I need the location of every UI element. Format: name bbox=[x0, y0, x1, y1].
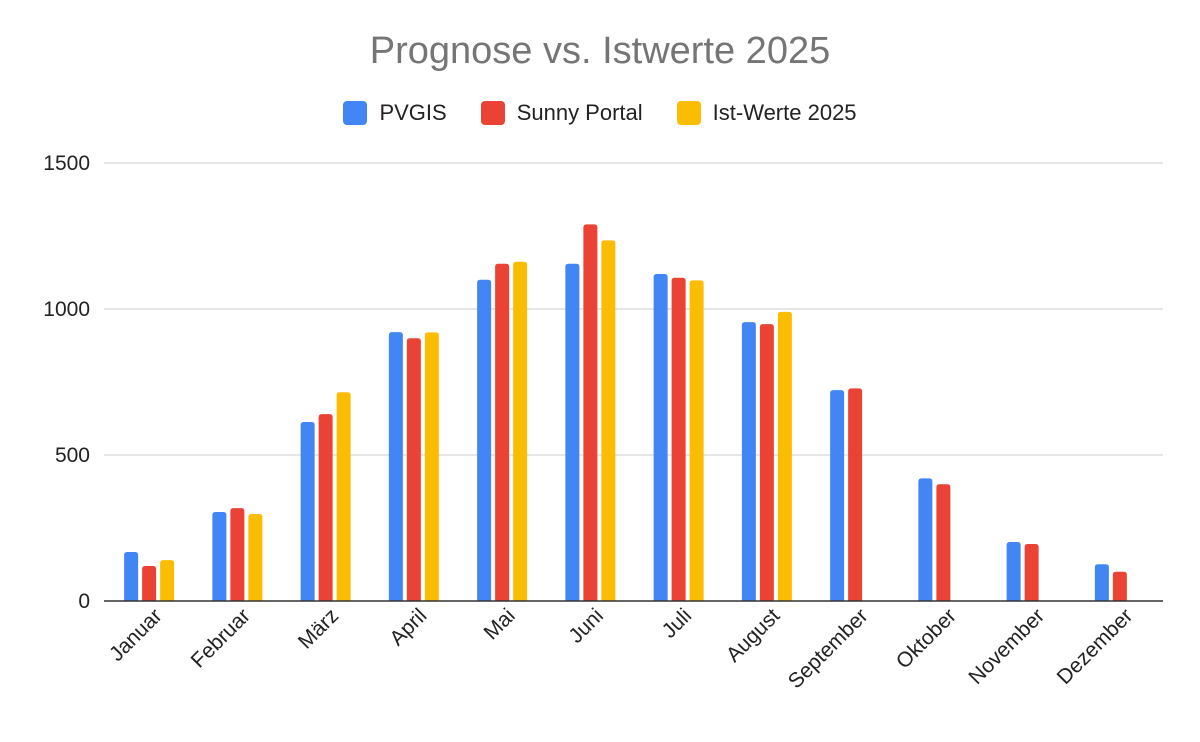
legend-item-pvgis: PVGIS bbox=[343, 100, 447, 126]
chart-title: Prognose vs. Istwerte 2025 bbox=[369, 30, 831, 72]
legend-swatch-pvgis bbox=[343, 101, 368, 125]
x-tick-label: März bbox=[294, 604, 343, 653]
bar bbox=[160, 560, 175, 601]
y-tick-label: 500 bbox=[55, 444, 90, 467]
bar bbox=[918, 478, 933, 601]
bar bbox=[777, 311, 792, 601]
x-tick-label: Januar bbox=[105, 604, 167, 666]
x-tick-label: Februar bbox=[187, 604, 255, 672]
x-tick-label: August bbox=[722, 604, 785, 667]
x-tick-label: September bbox=[784, 604, 873, 693]
bar bbox=[1094, 564, 1109, 601]
y-tick-label: 1500 bbox=[43, 152, 90, 175]
legend-swatch-ist-werte bbox=[676, 101, 701, 125]
bar bbox=[300, 422, 315, 601]
bar bbox=[495, 263, 510, 601]
bar bbox=[248, 513, 263, 601]
chart-legend: PVGIS Sunny Portal Ist-Werte 2025 bbox=[0, 100, 1200, 126]
bar bbox=[601, 240, 616, 601]
legend-label-ist-werte: Ist-Werte 2025 bbox=[712, 100, 857, 125]
bar bbox=[1112, 571, 1127, 601]
x-tick-label: Mai bbox=[479, 604, 519, 644]
bar bbox=[671, 277, 686, 601]
legend-swatch-sunny-portal bbox=[480, 101, 505, 125]
bar bbox=[230, 508, 245, 601]
bar bbox=[848, 388, 863, 601]
bar bbox=[406, 338, 421, 601]
bar bbox=[936, 484, 951, 601]
y-tick-label: 0 bbox=[78, 590, 90, 613]
x-tick-label: April bbox=[385, 604, 431, 650]
legend-item-ist-werte: Ist-Werte 2025 bbox=[676, 100, 857, 126]
bar bbox=[513, 261, 528, 601]
bar bbox=[741, 322, 756, 601]
legend-label-sunny-portal: Sunny Portal bbox=[516, 100, 643, 125]
bar bbox=[388, 332, 403, 601]
bar bbox=[565, 263, 580, 601]
x-tick-label: Juni bbox=[564, 604, 608, 648]
bar bbox=[142, 565, 157, 601]
bar bbox=[336, 392, 351, 601]
x-tick-label: Dezember bbox=[1053, 604, 1138, 689]
x-tick-label: November bbox=[964, 604, 1049, 689]
bar bbox=[1024, 544, 1039, 601]
bar bbox=[1006, 542, 1021, 601]
bar bbox=[583, 224, 598, 601]
bar bbox=[424, 332, 439, 601]
bar bbox=[124, 551, 139, 601]
bar bbox=[653, 273, 668, 601]
bar bbox=[830, 390, 845, 601]
legend-item-sunny-portal: Sunny Portal bbox=[480, 100, 643, 126]
x-tick-label: Juli bbox=[658, 604, 697, 643]
x-tick-label: Oktober bbox=[892, 604, 961, 673]
bar bbox=[689, 280, 704, 601]
bar bbox=[759, 324, 774, 601]
bar bbox=[212, 511, 227, 601]
y-tick-label: 1000 bbox=[43, 298, 90, 321]
legend-label-pvgis: PVGIS bbox=[379, 100, 447, 125]
bar bbox=[477, 279, 492, 601]
bar bbox=[318, 414, 333, 601]
